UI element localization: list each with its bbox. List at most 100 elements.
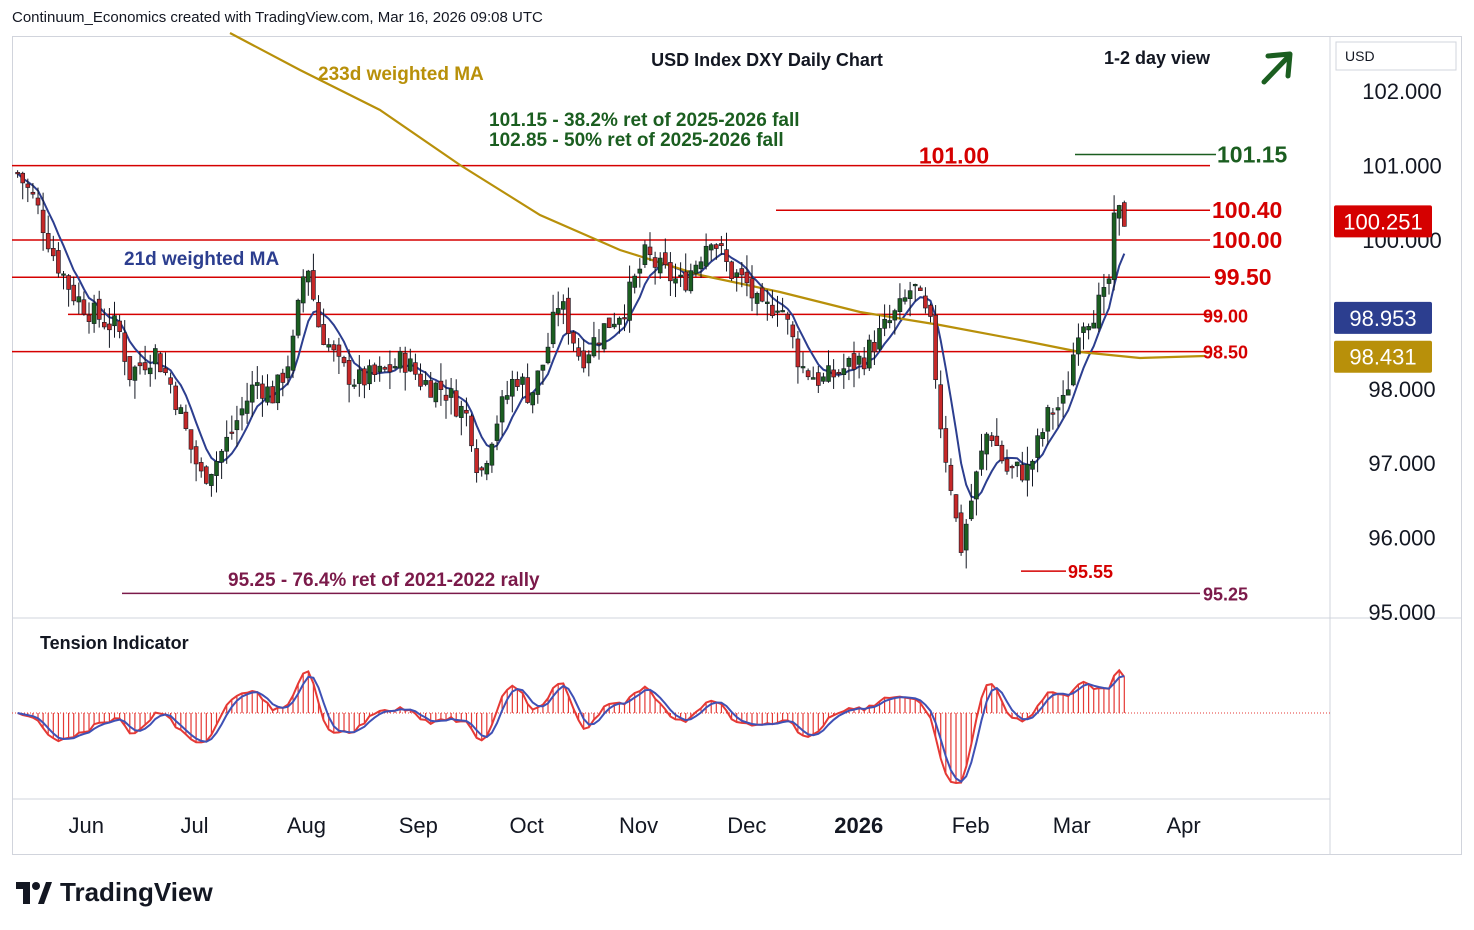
candle — [591, 321, 597, 358]
candle-body — [923, 295, 928, 309]
candle-body — [510, 378, 515, 397]
x-tick-label: Jul — [180, 813, 208, 838]
candle-body — [387, 364, 393, 373]
candle — [561, 294, 566, 325]
price-badge-box — [1334, 340, 1432, 373]
candle — [239, 396, 245, 431]
candle — [494, 415, 500, 451]
candle-body — [591, 337, 597, 357]
candle — [525, 363, 530, 404]
candle-body — [918, 287, 923, 291]
candle — [311, 253, 316, 302]
candle-body — [520, 376, 525, 385]
candle-body — [397, 351, 403, 369]
candle — [15, 170, 20, 178]
x-tick-label: Aug — [287, 813, 326, 838]
candle-body — [555, 308, 561, 314]
candle — [571, 330, 576, 352]
candle — [112, 301, 117, 338]
x-tick-label: Feb — [952, 813, 990, 838]
candle-body — [214, 461, 219, 476]
candle-body — [255, 382, 260, 386]
candle — [826, 350, 831, 383]
candle-body — [341, 357, 347, 364]
candle — [627, 265, 632, 333]
candle — [1025, 446, 1030, 497]
ma21-line — [16, 172, 1126, 500]
tradingview-logo-text: TradingView — [60, 877, 213, 907]
candle-body — [494, 423, 500, 441]
retracement-label: 101.15 — [1217, 141, 1288, 167]
candle — [770, 290, 775, 319]
candle — [703, 233, 709, 270]
tradingview-logo[interactable]: TradingView — [16, 877, 213, 908]
price-badge-label: 98.953 — [1349, 306, 1416, 331]
candle-body — [96, 298, 102, 320]
candle-body — [979, 450, 984, 470]
candle-body — [861, 357, 867, 370]
candle-body — [576, 347, 581, 357]
candle — [754, 291, 760, 316]
candle-body — [316, 302, 321, 328]
candle — [1101, 273, 1107, 314]
candle — [290, 329, 296, 379]
candle-body — [198, 462, 204, 472]
y-tick-label: 96.000 — [1368, 526, 1435, 551]
price-badge: 100.251 — [1334, 205, 1432, 238]
candle — [622, 304, 627, 332]
candle — [423, 371, 428, 387]
candle — [979, 433, 984, 476]
candle-body — [540, 364, 546, 371]
candle-body — [1101, 287, 1107, 297]
candle-body — [423, 380, 428, 385]
candle-body — [173, 385, 179, 410]
candle-body — [974, 471, 979, 500]
price-badge-label: 100.251 — [1343, 209, 1423, 234]
candle-body — [204, 466, 209, 484]
candle — [1040, 428, 1046, 447]
candle — [351, 378, 357, 390]
candle-body — [739, 268, 745, 276]
candle — [214, 451, 219, 493]
candle-body — [346, 360, 352, 385]
candle — [1081, 322, 1086, 350]
candle — [846, 356, 852, 381]
candle — [576, 338, 581, 361]
candle — [887, 304, 893, 329]
candle-body — [1106, 278, 1112, 284]
candle-body — [673, 278, 678, 284]
candle — [708, 242, 714, 261]
candle — [882, 304, 887, 337]
candle-body — [489, 443, 495, 466]
candle — [739, 261, 745, 288]
candle-body — [362, 368, 367, 386]
candle-body — [907, 290, 913, 299]
candle — [938, 370, 944, 439]
candle-body — [290, 335, 296, 371]
candle-body — [45, 233, 51, 250]
candle-body — [382, 367, 388, 370]
candle-body — [1014, 461, 1020, 467]
candle-body — [897, 298, 903, 312]
x-tick-label: 2026 — [834, 813, 883, 838]
candle — [357, 355, 362, 397]
candle — [102, 308, 107, 330]
candle — [851, 341, 857, 388]
candle — [209, 473, 214, 497]
tradingview-logo-icon — [16, 881, 52, 904]
candle-body — [168, 377, 173, 385]
candle-body — [703, 245, 709, 267]
candle-body — [1081, 326, 1086, 333]
candle — [780, 297, 785, 313]
candle-body — [1025, 464, 1030, 481]
candle — [872, 330, 877, 366]
candle — [530, 392, 536, 414]
candle-body — [122, 332, 128, 362]
candle-body — [127, 356, 133, 381]
candle-body — [805, 370, 811, 378]
candle-body — [275, 374, 281, 404]
candle — [810, 366, 816, 380]
candle-body — [244, 400, 250, 414]
candle — [647, 232, 653, 262]
